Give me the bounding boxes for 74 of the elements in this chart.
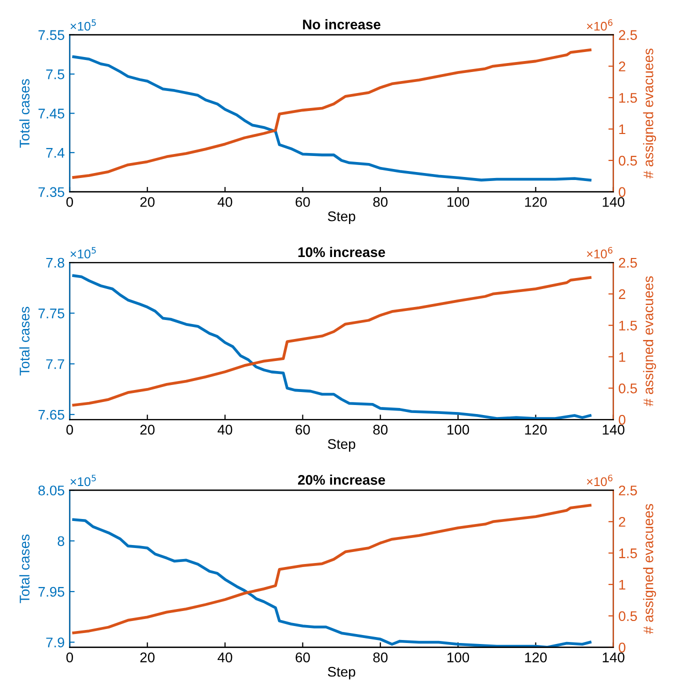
x-tick-label: 140 <box>602 197 624 207</box>
x-axis-title: Step <box>328 211 356 224</box>
x-tick-label: 80 <box>373 652 388 662</box>
x-tick-label: 0 <box>66 652 74 662</box>
y2-tick-label: 1.5 <box>619 320 637 331</box>
line-series <box>72 504 592 634</box>
y2-tick-label: 2 <box>618 62 626 72</box>
y-tick-label: 8.05 <box>38 486 64 496</box>
y2-tick-label: 1 <box>619 580 626 590</box>
y2-axis-title: # assigned evacuees <box>643 276 656 406</box>
x-tick-label: 60 <box>296 652 310 662</box>
x-tick-label: 20 <box>140 424 155 435</box>
text: ×10$^{6}$ <box>586 474 612 486</box>
x-tick-label: 140 <box>602 424 624 435</box>
y2-axis-title: # assigned evacuees <box>643 504 656 634</box>
y2-tick-label: 2.5 <box>618 486 637 496</box>
x-tick-label: 40 <box>218 652 232 662</box>
y2-tick-label: 0 <box>618 187 626 198</box>
y-tick-label: 7.5 <box>46 70 64 80</box>
x-tick-label: 100 <box>448 652 470 662</box>
text: ×10$^{5}$ <box>70 19 96 31</box>
x-tick-label: 80 <box>373 424 388 435</box>
x-tick-label: 120 <box>525 197 547 207</box>
x-tick-label: 100 <box>448 424 470 435</box>
y-tick-label: 7.4 <box>46 148 64 158</box>
x-tick-label: 100 <box>448 197 470 207</box>
y-axis-title: Total cases <box>19 306 30 376</box>
x-tick-label: 80 <box>373 197 388 207</box>
text: ×10$^{5}$ <box>70 247 96 258</box>
y-tick-label: 7.75 <box>38 308 64 318</box>
y2-tick-label: 0.5 <box>618 611 637 622</box>
y2-tick-label: 2.5 <box>618 30 637 40</box>
y2-tick-label: 1.5 <box>619 93 637 103</box>
text: ×10$^{6}$ <box>586 246 612 258</box>
y-tick-label: 7.7 <box>46 359 64 369</box>
text: ×10$^{5}$ <box>70 474 96 486</box>
y2-tick-label: 2 <box>618 289 626 299</box>
y2-tick-label: 2.5 <box>618 258 637 268</box>
y-tick-label: 7.55 <box>38 30 64 40</box>
y2-tick-label: 1 <box>619 124 626 134</box>
y-tick-label: 7.35 <box>38 187 64 198</box>
y2-axis-title: # assigned evacuees <box>643 48 656 179</box>
y2-tick-label: 2 <box>618 516 626 527</box>
y2-tick-label: 0 <box>618 642 626 652</box>
x-tick-label: 0 <box>66 197 74 207</box>
x-tick-label: 40 <box>218 424 232 435</box>
x-tick-label: 140 <box>602 652 624 662</box>
chart-title: No increase <box>303 19 380 30</box>
x-tick-label: 120 <box>525 424 547 435</box>
x-tick-label: 120 <box>525 652 547 662</box>
y-axis-title: Total cases <box>19 79 30 148</box>
x-tick-label: 60 <box>296 197 310 207</box>
y-axis-title: Total cases <box>19 534 30 604</box>
y-tick-label: 8 <box>58 536 64 546</box>
x-tick-label: 20 <box>140 652 155 662</box>
y-tick-label: 7.45 <box>38 108 64 118</box>
y-tick-label: 7.8 <box>46 258 64 268</box>
text: ×10$^{6}$ <box>586 19 612 31</box>
y2-tick-label: 0.5 <box>618 383 637 394</box>
chart-title: 10% increase <box>298 246 386 258</box>
x-tick-label: 60 <box>296 424 310 435</box>
x-axis-title: Step <box>328 439 356 452</box>
x-tick-label: 40 <box>218 197 232 207</box>
y2-tick-label: 1 <box>619 352 626 362</box>
x-tick-label: 0 <box>66 424 74 435</box>
y-tick-label: 7.9 <box>46 638 64 648</box>
y2-tick-label: 0 <box>618 414 626 425</box>
y2-tick-label: 1.5 <box>619 548 637 558</box>
y-tick-label: 7.65 <box>38 410 64 420</box>
x-tick-label: 20 <box>140 197 155 207</box>
y2-tick-label: 0.5 <box>618 156 637 166</box>
chart-title: 20% increase <box>298 474 386 485</box>
x-axis-title: Step <box>328 666 356 680</box>
y-tick-label: 7.95 <box>38 586 64 597</box>
